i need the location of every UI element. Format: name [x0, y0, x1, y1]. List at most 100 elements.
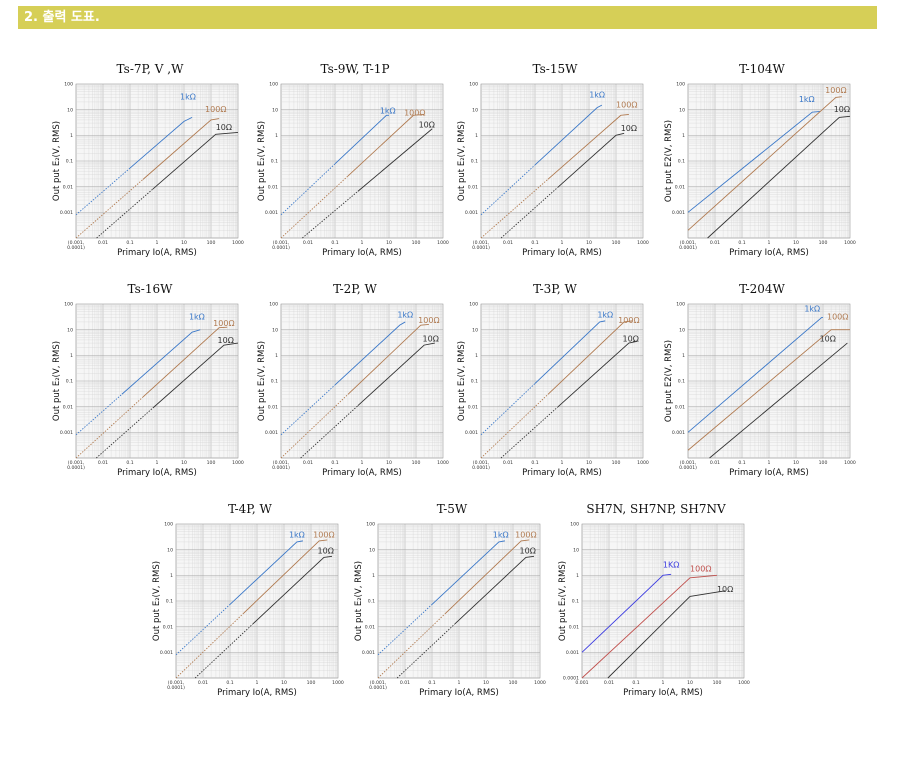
y-axis-label: Out put E₂(V, RMS)	[457, 121, 467, 201]
series-label: 10Ω	[419, 121, 435, 130]
chart-panel: Ts-7P, V ,W 100 10 1 0.1 0.01 0.001 (0.001, 0.00…	[50, 62, 250, 262]
x-tick-label: 0.01	[503, 460, 513, 466]
x-axis-label: Primary Io(A, RMS)	[522, 248, 602, 258]
series-line	[280, 321, 406, 436]
chart-title: T-4P, W	[228, 502, 272, 516]
y-tick-label: 0.001	[465, 210, 478, 216]
x-tick-label: 1000	[534, 680, 546, 686]
series-solid-segment	[347, 323, 429, 395]
y-tick-label: 1	[275, 353, 278, 359]
y-tick-label: 100	[469, 302, 478, 308]
series-label: 10Ω	[216, 123, 232, 132]
chart-panel: Ts-9W, T-1P 100 10 1 0.1 0.01 0.001 (0.001, 0.00…	[255, 62, 455, 262]
y-tick-label: 1	[682, 133, 685, 139]
series-line	[280, 114, 425, 239]
series-dashed-segment	[480, 178, 549, 239]
series-solid-segment	[142, 118, 220, 180]
series-line	[75, 329, 201, 436]
series-solid-segment	[687, 316, 823, 433]
chart-panel: T-104W 100 10 1 0.1 0.01 0.001 (0.001, 0.0001) 0.…	[662, 62, 862, 262]
y-tick-label: 10	[573, 547, 579, 553]
gridlines	[75, 304, 238, 459]
series-solid-segment	[581, 573, 672, 653]
x-tick-label: (0.001, 0.0001)	[472, 460, 490, 471]
series-label: 100Ω	[213, 319, 234, 328]
y-tick-label: 1	[682, 353, 685, 359]
y-tick-label: 0.001	[362, 650, 375, 656]
x-tick-label: (0.001, 0.0001)	[272, 460, 290, 471]
series-line	[707, 115, 851, 239]
y-tick-label: 0.01	[63, 404, 73, 410]
y-tick-label: 0.01	[675, 184, 685, 190]
series-dashed-segment	[480, 394, 549, 459]
series-solid-segment	[229, 540, 303, 605]
y-tick-label: 1	[372, 573, 375, 579]
x-tick-label: (0.001, 0.0001)	[369, 680, 387, 691]
chart-title: T-3P, W	[533, 282, 577, 296]
y-tick-label: 100	[676, 82, 685, 88]
y-tick-label: 1	[576, 573, 579, 579]
y-tick-label: 0.1	[678, 379, 685, 385]
series-line	[687, 329, 850, 451]
chart-svg: 100 10 1 0.1 0.01 0.001 (0.001, 0.0001) 0.01 0.1 1…	[457, 82, 649, 258]
y-axis-label: Out put E₂(V, RMS)	[558, 561, 568, 641]
series-label: 1kΩ	[397, 310, 413, 319]
x-tick-label: 1	[662, 680, 665, 686]
chart-svg: 100 10 1 0.1 0.01 0.001 (0.001, 0.0001) 0.01 0.1 1…	[457, 302, 649, 478]
series-label: 100Ω	[404, 108, 425, 117]
x-tick-label: 1000	[332, 680, 344, 686]
series-solid-segment	[547, 320, 633, 395]
gridlines	[280, 304, 443, 459]
series-line	[581, 574, 718, 679]
x-tick-label: 0.01	[503, 240, 513, 246]
series-solid-segment	[431, 540, 505, 605]
x-tick-label: 0.1	[331, 460, 338, 466]
y-tick-label: 0.1	[66, 379, 73, 385]
x-tick-label: 1000	[844, 460, 856, 466]
x-axis-label: Primary Io(A, RMS)	[419, 688, 499, 698]
y-tick-label: 0.001	[265, 210, 278, 216]
y-tick-label: 0.1	[471, 379, 478, 385]
series-label: 100Ω	[313, 530, 334, 539]
x-tick-label: 100	[207, 240, 216, 246]
x-tick-label: 100	[307, 680, 316, 686]
y-tick-label: 100	[676, 302, 685, 308]
chart-title: T-2P, W	[333, 282, 377, 296]
x-tick-label: 0.01	[710, 240, 720, 246]
x-tick-label: 0.1	[531, 460, 538, 466]
y-tick-label: 0.01	[63, 184, 73, 190]
x-tick-label: (0.001, 0.0001)	[67, 240, 85, 251]
y-tick-label: 1	[70, 133, 73, 139]
y-tick-label: 10	[167, 547, 173, 553]
chart-title: SH7N, SH7NP, SH7NV	[586, 502, 726, 516]
series-dashed-segment	[480, 164, 536, 216]
y-tick-label: 0.01	[569, 624, 579, 630]
y-tick-label: 0.1	[471, 159, 478, 165]
x-tick-label: 1	[361, 460, 364, 466]
chart-svg: 100 10 1 0.1 0.01 0.001 (0.001, 0.0001) 0.01 0.1 1…	[664, 302, 856, 478]
series-solid-segment	[334, 114, 389, 165]
x-tick-label: 0.01	[710, 460, 720, 466]
y-axis-label: Out put E₂(V, RMS)	[257, 121, 267, 201]
series-label: 100Ω	[618, 316, 639, 325]
series-label: 1kΩ	[804, 305, 820, 314]
series-line	[480, 320, 606, 436]
series-label: 10Ω	[621, 124, 637, 133]
series-label: 100Ω	[690, 565, 711, 574]
x-tick-label: 0.01	[303, 460, 313, 466]
x-axis-label: Primary Io(A, RMS)	[322, 468, 402, 478]
series-line	[75, 116, 193, 216]
x-tick-label: 10	[181, 460, 187, 466]
gridlines	[377, 524, 540, 679]
y-tick-label: 0.1	[66, 159, 73, 165]
chart-svg: 100 10 1 0.1 0.01 0.001 (0.001, 0.0001) 0.01 0.1 1…	[354, 522, 546, 698]
y-tick-label: 0.01	[268, 184, 278, 190]
series-dashed-segment	[377, 604, 433, 656]
series-line	[480, 114, 629, 239]
series-label: 100Ω	[205, 105, 226, 114]
gridlines	[480, 304, 643, 459]
series-dashed-segment	[300, 405, 359, 459]
x-tick-label: 100	[207, 460, 216, 466]
series-line	[480, 320, 633, 459]
series-dashed-segment	[280, 394, 349, 459]
